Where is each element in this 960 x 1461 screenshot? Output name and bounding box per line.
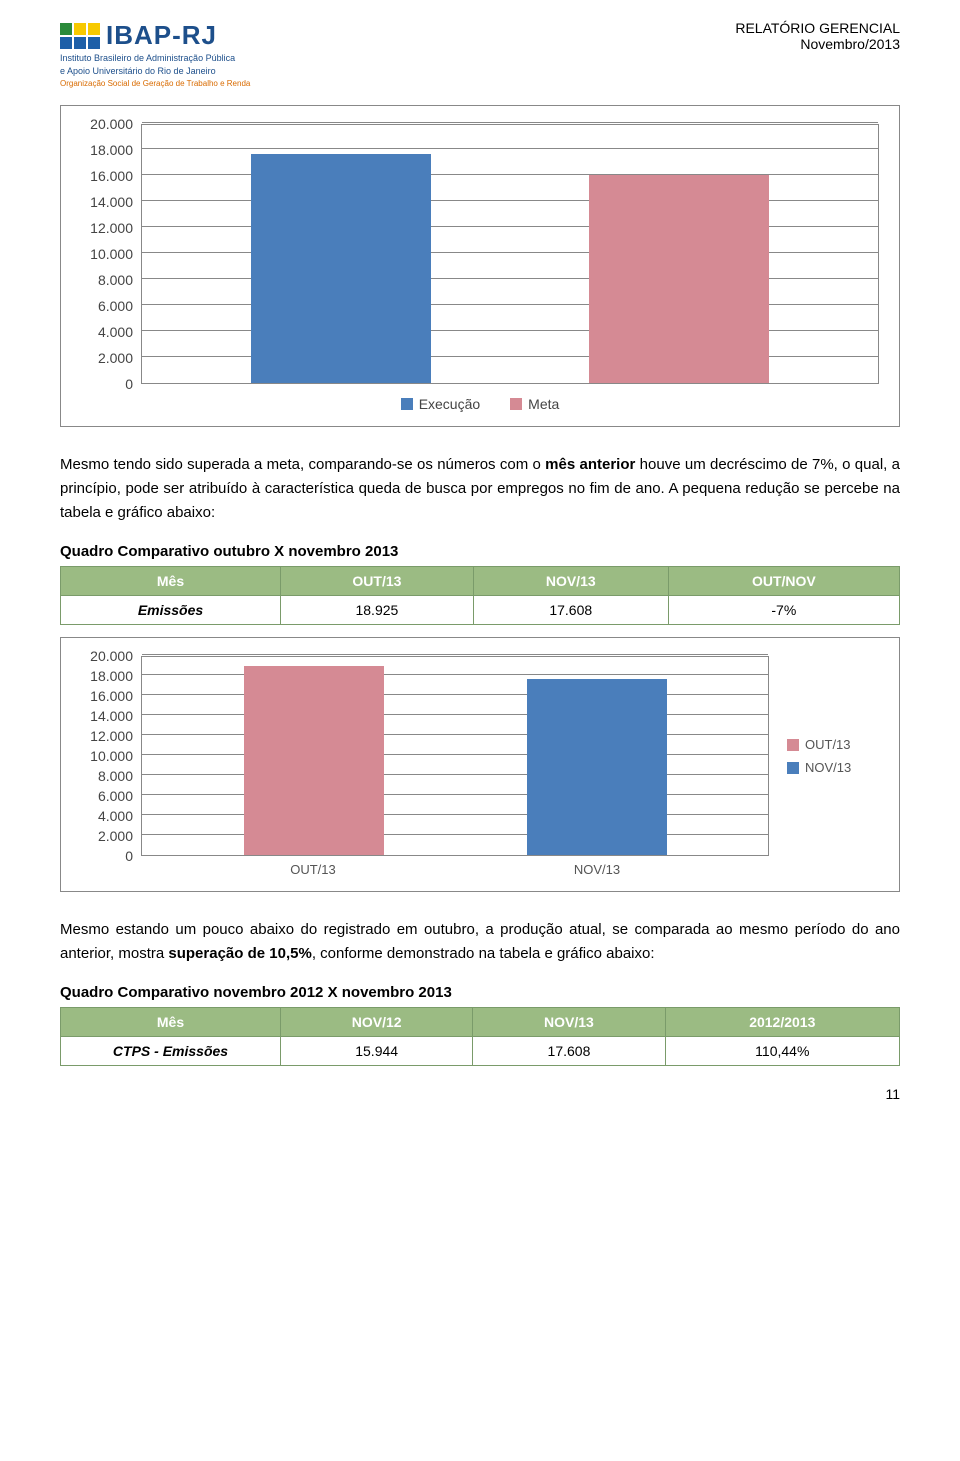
legend-swatch-icon [510,398,522,410]
y-tick-label: 2.000 [98,350,133,366]
y-tick-label: 14.000 [90,194,133,210]
table-out-nov: MêsOUT/13NOV/13OUT/NOVEmissões18.92517.6… [60,566,900,625]
legend-item: Execução [401,396,480,412]
table-row: Emissões18.92517.608-7% [61,596,900,625]
chart2-plot [141,656,769,856]
y-tick-label: 10.000 [90,246,133,262]
y-tick-label: 4.000 [98,324,133,340]
chart-out-nov: 0 2.000 4.000 6.000 8.000 10.000 12.000 14.000 1… [60,637,900,892]
table-header-cell: NOV/13 [473,567,668,596]
row-label: CTPS - Emissões [61,1037,281,1066]
logo-subtitle-1: Instituto Brasileiro de Administração Pú… [60,53,290,64]
bar-nov-13 [527,679,667,855]
y-tick-label: 8.000 [98,768,133,784]
org-logo: IBAP-RJ Instituto Brasileiro de Administ… [60,20,290,95]
y-tick-label: 6.000 [98,788,133,804]
table-header-cell: OUT/NOV [668,567,899,596]
legend-item: OUT/13 [787,737,879,752]
legend-swatch-icon [401,398,413,410]
bar-execu-o [251,154,431,383]
chart1-legend: Execução Meta [81,396,879,412]
logo-subtitle-3: Organização Social de Geração de Trabalh… [60,79,290,88]
table-header-cell: NOV/13 [473,1008,665,1037]
table-row: CTPS - Emissões15.94417.608110,44% [61,1037,900,1066]
table-cell: 110,44% [665,1037,899,1066]
table-cell: 15.944 [281,1037,473,1066]
table-cell: -7% [668,596,899,625]
y-tick-label: 20.000 [90,648,133,664]
y-tick-label: 16.000 [90,168,133,184]
logo-text: IBAP-RJ [106,20,217,51]
y-tick-label: 20.000 [90,116,133,132]
legend-label: Execução [419,396,480,412]
table-cell: 17.608 [473,1037,665,1066]
chart2-x-labels: OUT/13 NOV/13 [141,856,769,877]
legend-swatch-icon [787,739,799,751]
chart1-plot [141,124,879,384]
chart2-legend: OUT/13 NOV/13 [769,656,879,856]
legend-item: NOV/13 [787,760,879,775]
y-tick-label: 18.000 [90,142,133,158]
y-tick-label: 18.000 [90,668,133,684]
legend-swatch-icon [787,762,799,774]
x-tick-label: OUT/13 [243,862,383,877]
table-header-cell: Mês [61,1008,281,1037]
y-tick-label: 0 [125,376,133,392]
y-tick-label: 2.000 [98,828,133,844]
table2-heading: Quadro Comparativo novembro 2012 X novem… [60,984,900,1001]
row-label: Emissões [61,596,281,625]
table-header-cell: OUT/13 [281,567,474,596]
table-2012-2013: MêsNOV/12NOV/132012/2013CTPS - Emissões1… [60,1007,900,1066]
x-tick-label: NOV/13 [527,862,667,877]
page-number: 11 [60,1086,900,1102]
y-tick-label: 10.000 [90,748,133,764]
y-tick-label: 4.000 [98,808,133,824]
table1-heading: Quadro Comparativo outubro X novembro 20… [60,543,900,560]
table-cell: 18.925 [281,596,474,625]
legend-label: Meta [528,396,559,412]
y-tick-label: 0 [125,848,133,864]
legend-item: Meta [510,396,559,412]
bar-meta [589,175,769,383]
chart-execucao-meta: 0 2.000 4.000 6.000 8.000 10.000 12.000 14.000 1… [60,105,900,427]
table-header-cell: 2012/2013 [665,1008,899,1037]
table-cell: 17.608 [473,596,668,625]
y-tick-label: 6.000 [98,298,133,314]
chart1-y-axis: 02.0004.0006.0008.00010.00012.00014.0001… [81,124,141,384]
report-title: RELATÓRIO GERENCIAL Novembro/2013 [735,20,900,52]
bar-out-13 [244,666,384,855]
legend-label: NOV/13 [805,760,851,775]
y-tick-label: 8.000 [98,272,133,288]
paragraph-1: Mesmo tendo sido superada a meta, compar… [60,453,900,525]
report-title-line1: RELATÓRIO GERENCIAL [735,20,900,36]
y-tick-label: 12.000 [90,220,133,236]
y-tick-label: 12.000 [90,728,133,744]
logo-subtitle-2: e Apoio Universitário do Rio de Janeiro [60,66,290,77]
chart2-y-axis: 02.0004.0006.0008.00010.00012.00014.0001… [81,656,141,856]
y-tick-label: 14.000 [90,708,133,724]
paragraph-2: Mesmo estando um pouco abaixo do registr… [60,918,900,966]
report-title-line2: Novembro/2013 [735,36,900,52]
logo-mark-icon [60,23,100,49]
table-header-cell: NOV/12 [281,1008,473,1037]
page-header: IBAP-RJ Instituto Brasileiro de Administ… [60,20,900,95]
y-tick-label: 16.000 [90,688,133,704]
legend-label: OUT/13 [805,737,851,752]
table-header-cell: Mês [61,567,281,596]
